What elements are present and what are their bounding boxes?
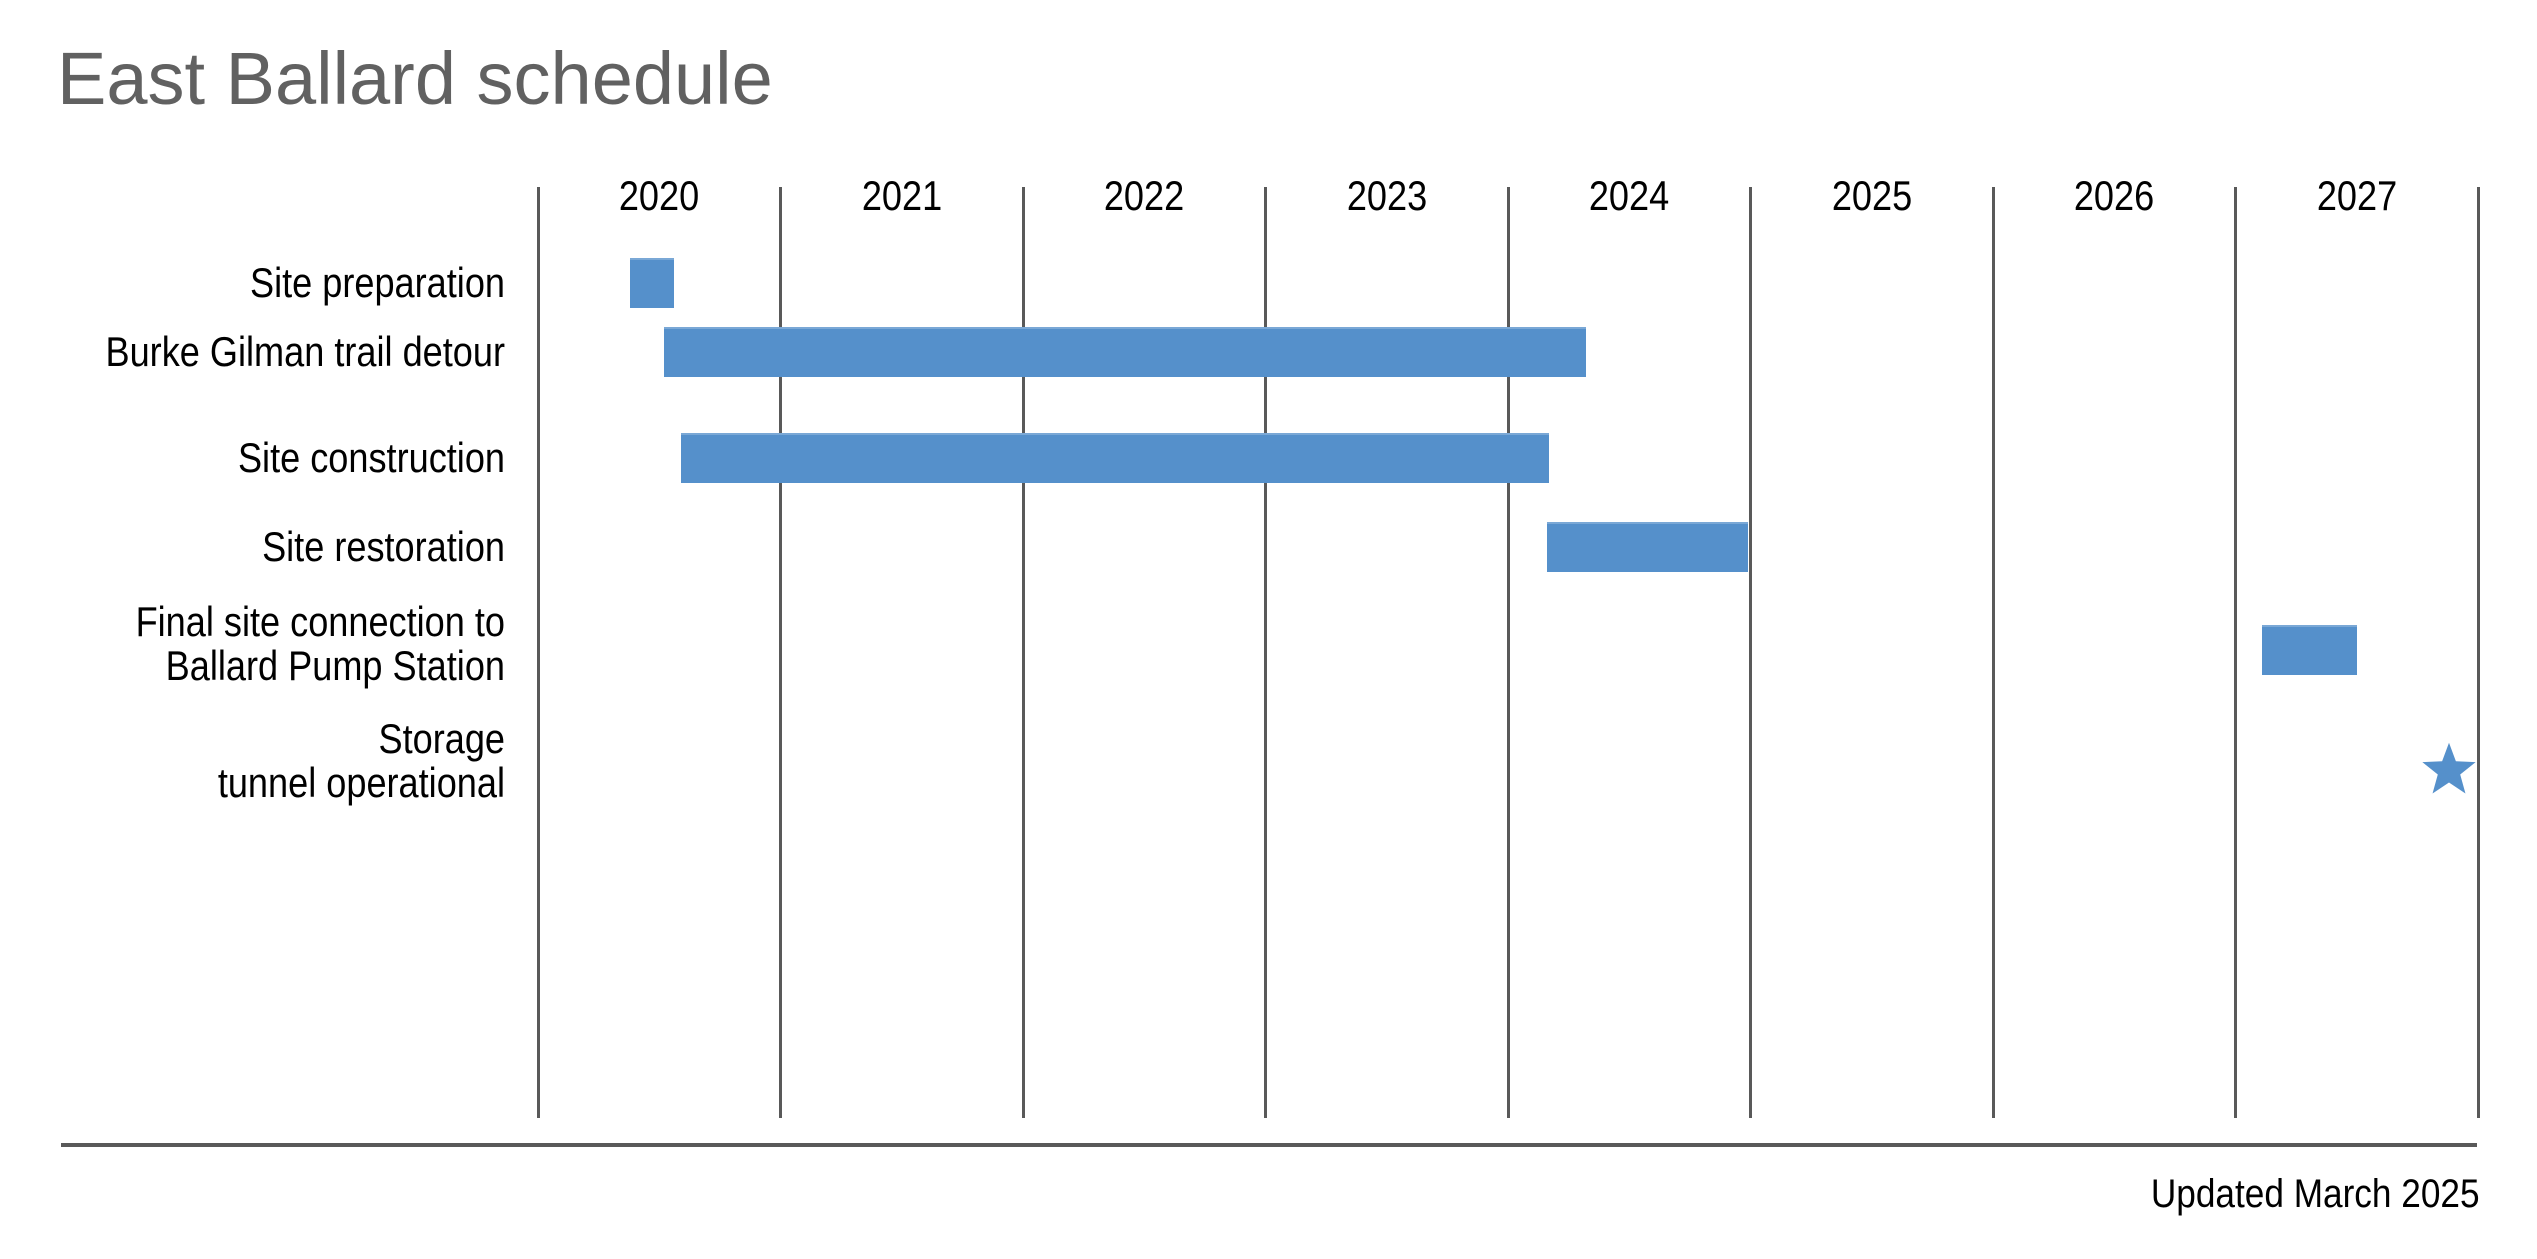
task-bar: [630, 258, 674, 308]
year-label: 2020: [619, 172, 700, 219]
task-label: Site preparation: [249, 259, 505, 306]
year-gridline: [2234, 187, 2237, 1118]
task-bar: [1546, 522, 1749, 572]
milestone-star-icon: [2422, 742, 2476, 794]
year-gridline: [1749, 187, 1752, 1118]
footer-divider: [61, 1143, 2477, 1147]
year-label: 2023: [1346, 172, 1427, 219]
year-gridline: [1021, 187, 1025, 1118]
year-gridline: [1506, 187, 1510, 1118]
year-label: 2021: [861, 172, 942, 219]
task-label: Site construction: [237, 434, 505, 481]
task-label: Site restoration: [262, 523, 505, 570]
year-label: 2025: [1831, 172, 1912, 219]
year-gridline: [1264, 187, 1267, 1118]
updated-date: Updated March 2025: [2151, 1172, 2480, 1216]
year-gridline: [779, 187, 782, 1118]
task-bar: [664, 327, 1586, 377]
year-label: 2027: [2316, 172, 2397, 219]
year-label: 2026: [2074, 172, 2155, 219]
task-bar: [681, 433, 1550, 483]
year-gridline: [2476, 187, 2480, 1118]
chart-title: East Ballard schedule: [57, 37, 773, 120]
year-gridline: [536, 187, 540, 1118]
task-label: Storage tunnel operational: [217, 715, 505, 806]
task-label: Final site connection to Ballard Pump St…: [135, 598, 505, 689]
task-bar: [2262, 625, 2357, 675]
year-label: 2024: [1589, 172, 1670, 219]
task-label: Burke Gilman trail detour: [105, 328, 505, 375]
year-label: 2022: [1104, 172, 1185, 219]
year-gridline: [1991, 187, 1995, 1118]
